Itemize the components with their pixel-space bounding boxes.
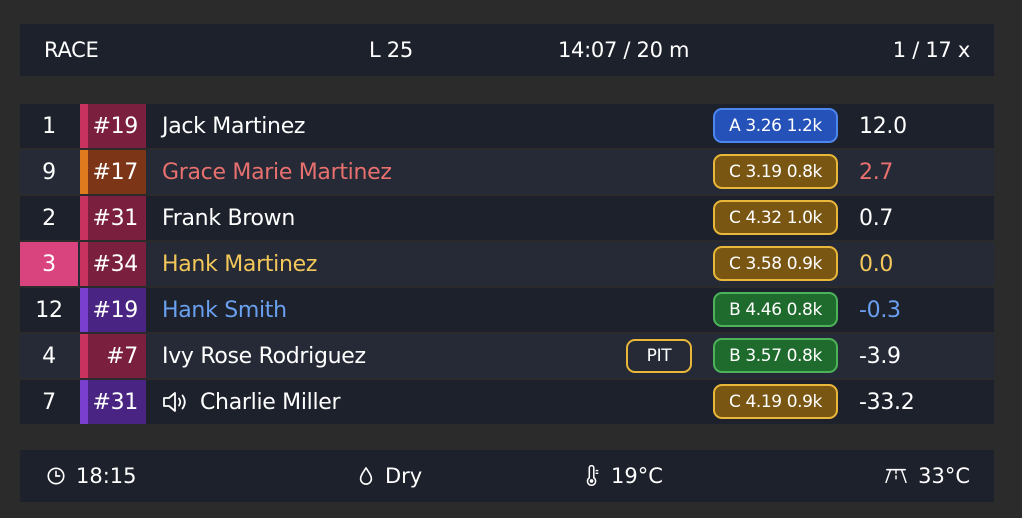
driver-name-text: Hank Martinez bbox=[162, 251, 318, 277]
table-row[interactable]: 12 #19 Hank Smith B 4.46 0.8k -0.3 bbox=[20, 288, 994, 332]
track-temp-readout: 33°C bbox=[884, 450, 970, 502]
tyre-badge: C 3.58 0.9k bbox=[713, 246, 838, 281]
standings-table: 1 #19 Jack Martinez A 3.26 1.2k 12.0 9 #… bbox=[20, 104, 994, 426]
driver-name: Hank Martinez bbox=[162, 242, 317, 286]
gap-value: 0.7 bbox=[859, 205, 894, 231]
table-row[interactable]: 9 #17 Grace Marie Martinez C 3.19 0.8k 2… bbox=[20, 150, 994, 194]
clock-icon bbox=[47, 467, 65, 485]
clock-value: 18:15 bbox=[76, 464, 137, 488]
track-temp-icon bbox=[885, 468, 907, 484]
session-header: RACE L 25 14:07 / 20 m 1 / 17 x bbox=[20, 24, 994, 76]
driver-name-text: Hank Smith bbox=[162, 297, 287, 323]
weather-value: Dry bbox=[385, 464, 423, 488]
driver-name: Grace Marie Martinez bbox=[162, 150, 392, 194]
position-cell: 2 bbox=[42, 205, 56, 231]
driver-name-text: Charlie Miller bbox=[200, 389, 341, 415]
gap-value: -33.2 bbox=[859, 389, 915, 415]
pit-badge: PIT bbox=[626, 339, 692, 373]
car-number: #17 bbox=[80, 150, 146, 194]
position-cell: 3 bbox=[20, 242, 78, 286]
driver-name-text: Ivy Rose Rodriguez bbox=[162, 343, 366, 369]
car-number: #19 bbox=[80, 104, 146, 148]
driver-name: Charlie Miller bbox=[162, 380, 341, 424]
weather-readout: Dry bbox=[357, 450, 422, 502]
driver-name: Ivy Rose Rodriguez bbox=[162, 334, 366, 378]
car-number: #19 bbox=[80, 288, 146, 332]
position-cell: 12 bbox=[35, 297, 63, 323]
gap-value: 12.0 bbox=[859, 113, 907, 139]
driver-name: Jack Martinez bbox=[162, 104, 305, 148]
tyre-badge: C 4.19 0.9k bbox=[713, 384, 838, 419]
table-row[interactable]: 2 #31 Frank Brown C 4.32 1.0k 0.7 bbox=[20, 196, 994, 240]
tyre-badge: A 3.26 1.2k bbox=[713, 108, 838, 143]
gap-value: -0.3 bbox=[859, 297, 901, 323]
driver-name: Frank Brown bbox=[162, 196, 295, 240]
droplet-icon bbox=[359, 467, 373, 485]
clock-readout: 18:15 bbox=[46, 450, 137, 502]
session-title: RACE bbox=[44, 38, 99, 62]
thermometer-icon bbox=[586, 465, 599, 486]
tyre-badge: C 4.32 1.0k bbox=[713, 200, 838, 235]
driver-name-text: Grace Marie Martinez bbox=[162, 159, 392, 185]
track-temp-value: 33°C bbox=[918, 464, 970, 488]
speaker-icon bbox=[163, 392, 186, 412]
player-position: 1 / 17 x bbox=[892, 38, 971, 62]
car-number: #7 bbox=[80, 334, 146, 378]
position-cell: 7 bbox=[42, 389, 56, 415]
air-temp-readout: 19°C bbox=[583, 450, 663, 502]
car-number: #34 bbox=[80, 242, 146, 286]
position-cell: 1 bbox=[42, 113, 56, 139]
table-row[interactable]: 7 #31 Charlie Miller C 4.19 0.9k -33.2 bbox=[20, 380, 994, 424]
air-temp-value: 19°C bbox=[611, 464, 663, 488]
gap-value: 0.0 bbox=[859, 251, 894, 277]
car-number: #31 bbox=[80, 196, 146, 240]
gap-value: 2.7 bbox=[859, 159, 894, 185]
conditions-footer: 18:15 Dry 19°C 33°C bbox=[20, 450, 994, 502]
table-row[interactable]: 3 #34 Hank Martinez C 3.58 0.9k 0.0 bbox=[20, 242, 994, 286]
tyre-badge: B 3.57 0.8k bbox=[713, 338, 838, 373]
session-time: 14:07 / 20 m bbox=[558, 38, 690, 62]
driver-name: Hank Smith bbox=[162, 288, 287, 332]
position-cell: 9 bbox=[42, 159, 56, 185]
table-row[interactable]: 4 #7 Ivy Rose Rodriguez PIT B 3.57 0.8k … bbox=[20, 334, 994, 378]
lap-counter: L 25 bbox=[369, 38, 413, 62]
table-row[interactable]: 1 #19 Jack Martinez A 3.26 1.2k 12.0 bbox=[20, 104, 994, 148]
position-cell: 4 bbox=[42, 343, 56, 369]
driver-name-text: Frank Brown bbox=[162, 205, 296, 231]
driver-name-text: Jack Martinez bbox=[162, 113, 306, 139]
car-number: #31 bbox=[80, 380, 146, 424]
tyre-badge: B 4.46 0.8k bbox=[713, 292, 838, 327]
gap-value: -3.9 bbox=[859, 343, 901, 369]
tyre-badge: C 3.19 0.8k bbox=[713, 154, 838, 189]
